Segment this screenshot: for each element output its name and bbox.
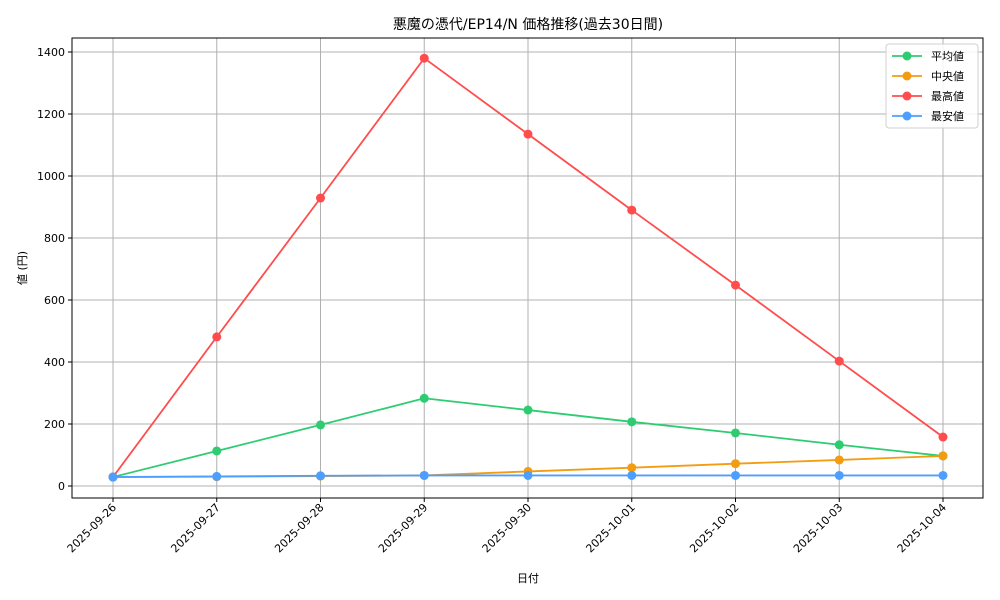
- x-axis-label: 日付: [517, 572, 539, 585]
- y-axis-label: 値 (円): [16, 251, 29, 285]
- data-point: [523, 129, 533, 139]
- y-tick-label: 400: [44, 356, 65, 369]
- data-point: [731, 428, 740, 438]
- data-point: [212, 446, 222, 456]
- legend-box: [885, 43, 979, 129]
- legend-marker: [902, 91, 912, 101]
- series-lines: [108, 53, 948, 482]
- data-point: [419, 470, 429, 480]
- y-tick-label: 600: [44, 294, 65, 307]
- data-point: [419, 393, 429, 403]
- y-tick-label: 1000: [37, 170, 65, 183]
- data-point: [316, 420, 325, 430]
- data-point: [627, 417, 637, 427]
- y-tick-label: 800: [44, 232, 65, 245]
- x-tick-label: 2025-09-28: [272, 501, 326, 555]
- legend-label: 中央値: [931, 70, 964, 83]
- y-tick-label: 200: [44, 418, 65, 431]
- data-point: [834, 455, 844, 465]
- legend-label: 最安値: [931, 109, 964, 123]
- y-tick-label: 1400: [37, 46, 65, 59]
- data-point: [834, 440, 844, 450]
- y-axis: 0 200 400 600 800 1000 1200 1400: [37, 46, 72, 493]
- legend-label: 最高値: [931, 89, 964, 103]
- data-point: [627, 470, 637, 480]
- data-point: [627, 463, 637, 473]
- y-tick-label: 0: [58, 480, 65, 493]
- data-point: [523, 405, 533, 415]
- legend-label: 平均値: [931, 50, 964, 63]
- data-point: [834, 356, 844, 366]
- data-point: [938, 470, 948, 480]
- chart-title: 悪魔の憑代/EP14/N 価格推移(過去30日間): [393, 17, 663, 33]
- data-point: [419, 53, 429, 63]
- legend-marker: [902, 51, 912, 61]
- data-point: [212, 332, 222, 342]
- data-point: [834, 470, 844, 480]
- data-point: [627, 205, 637, 215]
- data-point: [938, 432, 948, 442]
- data-point: [316, 471, 325, 481]
- x-tick-label: 2025-09-26: [65, 501, 119, 555]
- x-tick-label: 2025-10-03: [791, 501, 845, 555]
- data-point: [212, 471, 222, 481]
- series-3: [108, 470, 948, 482]
- grid: [72, 38, 983, 498]
- data-point: [731, 470, 740, 480]
- data-point: [523, 470, 533, 480]
- x-tick-label: 2025-10-04: [895, 501, 949, 555]
- data-point: [938, 451, 948, 461]
- y-tick-label: 1200: [37, 108, 65, 121]
- legend-marker: [902, 71, 912, 81]
- x-tick-label: 2025-09-27: [168, 501, 222, 555]
- x-tick-label: 2025-09-29: [376, 501, 430, 555]
- x-tick-label: 2025-10-02: [687, 501, 741, 555]
- data-point: [731, 280, 740, 290]
- data-point: [731, 459, 740, 469]
- data-point: [108, 472, 118, 482]
- x-tick-label: 2025-09-30: [480, 501, 534, 555]
- legend-marker: [902, 111, 912, 121]
- x-tick-label: 2025-10-01: [583, 501, 637, 555]
- data-point: [316, 193, 325, 203]
- series-2: [108, 53, 948, 482]
- x-axis: 2025-09-26 2025-09-27 2025-09-28 2025-09-29…: [65, 498, 949, 555]
